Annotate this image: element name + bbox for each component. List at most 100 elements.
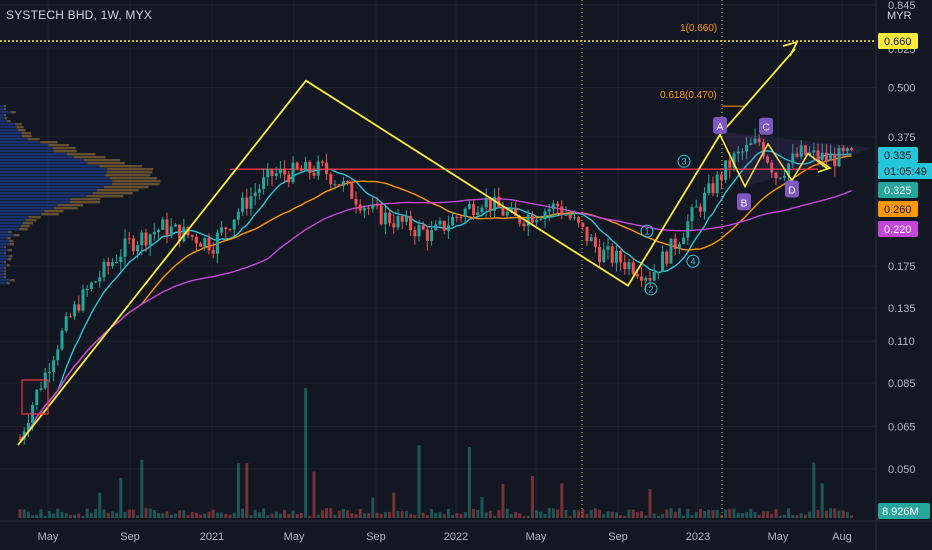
- profile-bar-up: [0, 186, 104, 189]
- candle-body: [459, 216, 463, 218]
- candle-body: [627, 262, 631, 270]
- volume-bar: [102, 509, 106, 518]
- badge-ma-slow: 0.220: [884, 224, 912, 236]
- volume-bar: [711, 510, 715, 518]
- volume-bar: [568, 515, 572, 518]
- candle-body: [203, 238, 207, 247]
- volume-bar: [602, 514, 606, 518]
- candle-body: [472, 204, 476, 215]
- price-tick-label: 0.050: [888, 464, 916, 476]
- profile-bar-down: [92, 192, 133, 195]
- volume-bar: [761, 511, 765, 518]
- candle-body: [812, 150, 816, 153]
- ma-mid-line: [19, 155, 852, 441]
- candle-body: [350, 181, 354, 199]
- candle-body: [753, 138, 757, 144]
- candle-body: [438, 220, 442, 225]
- profile-bar-up: [0, 273, 5, 276]
- candle-body: [501, 207, 505, 216]
- profile-bar-down: [6, 264, 10, 267]
- candle-body: [291, 162, 295, 183]
- candle-body: [476, 212, 480, 215]
- wave-label-4: 4: [690, 257, 695, 267]
- volume-bar: [379, 514, 383, 518]
- candle-body: [665, 251, 669, 264]
- volume-bar: [824, 510, 828, 518]
- volume-bar: [770, 513, 774, 518]
- volume-bar: [572, 509, 576, 518]
- volume-bar: [236, 463, 240, 518]
- profile-bar-up: [0, 204, 59, 207]
- time-tick-label: May: [284, 531, 305, 543]
- profile-bar-up: [0, 138, 28, 141]
- candle-body: [144, 232, 148, 246]
- volume-bar: [665, 509, 669, 518]
- profile-bar-down: [4, 273, 6, 276]
- volume-bar: [31, 515, 35, 518]
- profile-bar-up: [0, 219, 26, 222]
- profile-bar-up: [0, 132, 22, 135]
- time-tick-label: Aug: [832, 531, 852, 543]
- profile-bar-down: [4, 252, 6, 255]
- candle-body: [535, 219, 539, 223]
- time-axis: May Sep 2021 May Sep 2022 May Sep 2023 May Aug: [38, 531, 852, 543]
- time-tick-label: May: [38, 531, 59, 543]
- candle-body: [413, 230, 417, 237]
- candle-body: [421, 225, 425, 230]
- volume-bar: [682, 515, 686, 518]
- price-badges: 0.660 0.335 01:05:49 0.325 0.260 0.220 8.926M: [878, 33, 932, 519]
- candle-body: [837, 147, 841, 167]
- profile-bar-up: [0, 231, 9, 234]
- profile-bar-down: [10, 279, 15, 282]
- profile-bar-up: [0, 162, 88, 165]
- volume-bar: [606, 511, 610, 518]
- profile-bar-down: [17, 129, 26, 132]
- candle-body: [367, 207, 371, 209]
- volume-bar: [493, 515, 497, 518]
- badge-ma-fast: 0.325: [884, 185, 912, 197]
- volume-bars: [18, 388, 854, 518]
- volume-bar: [526, 515, 530, 518]
- candle-body: [136, 245, 140, 252]
- volume-bar: [110, 511, 114, 518]
- profile-bar-up: [0, 177, 110, 180]
- volume-bar: [148, 508, 152, 518]
- badge-target-bg: [878, 33, 918, 50]
- candle-body: [333, 184, 337, 186]
- candle-body: [673, 238, 677, 250]
- volume-bar: [354, 514, 358, 518]
- volume-bar: [593, 508, 597, 518]
- volume-bar: [161, 513, 165, 518]
- candle-body: [299, 168, 303, 171]
- volume-bar: [535, 510, 539, 518]
- volume-bar: [467, 446, 471, 518]
- candle-body: [467, 204, 471, 209]
- candle-body: [278, 168, 282, 174]
- candle-body: [631, 262, 635, 275]
- candle-body: [102, 261, 106, 278]
- candle-body: [68, 316, 72, 318]
- candle-body: [354, 198, 358, 205]
- candle-body: [325, 162, 329, 175]
- profile-bar-up: [0, 195, 87, 198]
- candle-body: [388, 212, 392, 224]
- candle-body: [488, 198, 492, 211]
- volume-bar: [169, 514, 173, 518]
- candle-body: [131, 238, 135, 252]
- price-tick-label: 0.065: [888, 421, 916, 433]
- candle-body: [719, 174, 723, 180]
- profile-bar-down: [106, 171, 153, 174]
- profile-bar-up: [0, 243, 10, 246]
- volume-bar: [199, 514, 203, 518]
- profile-bar-down: [6, 282, 10, 285]
- candle-body: [824, 152, 828, 161]
- profile-bar-up: [0, 189, 98, 192]
- candle-body: [329, 174, 333, 185]
- profile-bar-up: [0, 144, 49, 147]
- volume-bar: [178, 510, 182, 518]
- candle-body: [749, 143, 753, 145]
- candle-body: [94, 281, 98, 283]
- candle-body: [774, 172, 778, 179]
- candle-body: [392, 223, 396, 228]
